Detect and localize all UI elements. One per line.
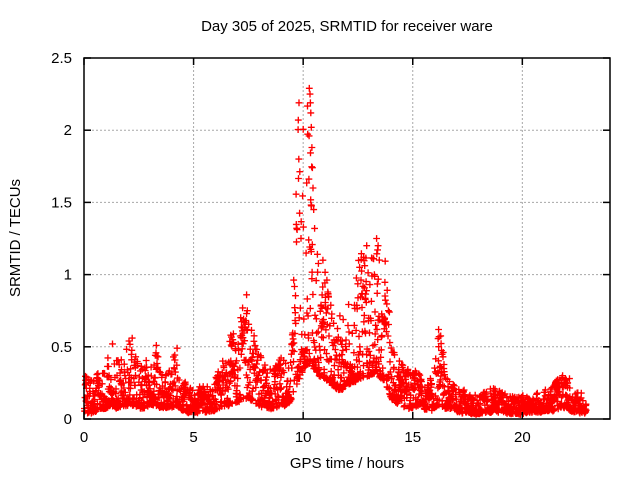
tick-marks-layer xyxy=(83,57,610,420)
plot-border-layer xyxy=(83,57,611,420)
y-tick-label: 1 xyxy=(64,267,72,284)
x-tick-label: 20 xyxy=(514,429,531,446)
x-tick-label: 0 xyxy=(80,429,88,446)
y-tick-label: 1.5 xyxy=(51,194,72,211)
x-tick-label: 5 xyxy=(189,429,197,446)
x-tick-label: 10 xyxy=(295,429,312,446)
x-axis-label: GPS time / hours xyxy=(290,455,404,472)
y-tick-label: 0 xyxy=(64,411,72,428)
y-tick-label: 2 xyxy=(64,122,72,139)
tick-labels-layer: 0 5 10 15 20 0 0.5 1 1.5 2 2.5 xyxy=(51,50,531,446)
y-tick-label: 0.5 xyxy=(51,339,72,356)
x-tick-label: 15 xyxy=(404,429,421,446)
y-axis-label: SRMTID / TECUs xyxy=(7,179,24,297)
y-tick-label: 2.5 xyxy=(51,50,72,67)
chart-title: Day 305 of 2025, SRMTID for receiver war… xyxy=(201,18,493,35)
plot-border xyxy=(83,57,611,420)
